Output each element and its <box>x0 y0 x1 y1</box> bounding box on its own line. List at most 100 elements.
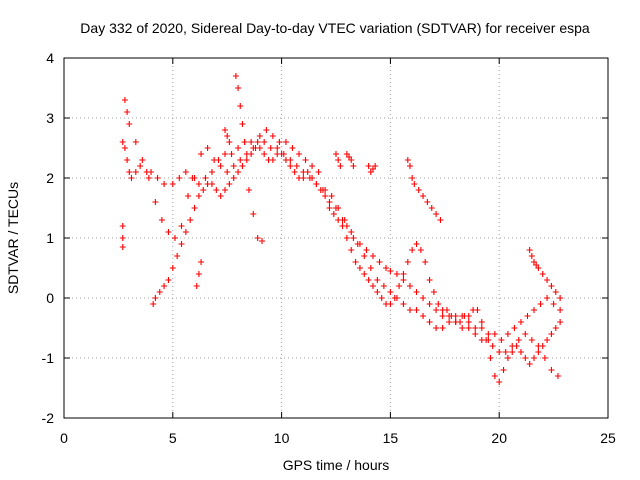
data-point <box>158 217 165 223</box>
data-point <box>154 175 161 181</box>
data-point <box>128 175 135 181</box>
data-point <box>393 271 400 277</box>
data-point <box>448 313 455 319</box>
data-point <box>282 139 289 145</box>
data-point <box>406 163 413 169</box>
data-point <box>278 151 285 157</box>
data-point <box>124 157 131 163</box>
data-point <box>531 307 538 313</box>
data-point <box>350 163 357 169</box>
data-point <box>237 103 244 109</box>
data-point <box>489 343 496 349</box>
data-point <box>195 271 202 277</box>
data-points <box>119 73 564 385</box>
data-point <box>226 139 233 145</box>
data-point <box>348 157 355 163</box>
data-point <box>554 373 561 379</box>
data-point <box>404 157 411 163</box>
data-point <box>539 343 546 349</box>
data-point <box>356 265 363 271</box>
data-point <box>224 169 231 175</box>
data-point <box>446 319 453 325</box>
data-point <box>544 337 551 343</box>
data-point <box>400 277 407 283</box>
data-point <box>335 157 342 163</box>
data-point <box>195 181 202 187</box>
data-point <box>387 268 394 274</box>
data-point <box>433 307 440 313</box>
data-point <box>198 151 205 157</box>
data-point <box>348 229 355 235</box>
data-point <box>326 199 333 205</box>
data-point <box>126 169 133 175</box>
data-point <box>200 187 207 193</box>
data-point <box>263 127 270 133</box>
data-point <box>459 325 466 331</box>
data-point <box>491 331 498 337</box>
data-point <box>537 301 544 307</box>
data-point <box>439 325 446 331</box>
data-point <box>217 193 224 199</box>
data-point <box>211 157 218 163</box>
data-point <box>191 175 198 181</box>
data-point <box>213 187 220 193</box>
data-point <box>254 235 261 241</box>
data-point <box>424 199 431 205</box>
data-point <box>139 157 146 163</box>
data-point <box>178 241 185 247</box>
data-point <box>187 217 194 223</box>
data-point <box>367 265 374 271</box>
data-point <box>204 145 211 151</box>
series-track-b <box>121 97 564 343</box>
data-point <box>552 325 559 331</box>
data-point <box>528 337 535 343</box>
data-point <box>557 319 564 325</box>
data-point <box>222 127 229 133</box>
data-point <box>504 355 511 361</box>
data-point <box>420 193 427 199</box>
data-point <box>248 139 255 145</box>
data-point <box>422 259 429 265</box>
data-point <box>535 265 542 271</box>
data-point <box>276 139 283 145</box>
data-point <box>169 181 176 187</box>
y-tick-label: 4 <box>46 50 54 66</box>
data-point <box>165 229 172 235</box>
data-point <box>198 259 205 265</box>
data-point <box>152 199 159 205</box>
data-point <box>363 247 370 253</box>
grid <box>64 58 608 418</box>
data-point <box>417 247 424 253</box>
data-point <box>337 163 344 169</box>
data-point <box>309 163 316 169</box>
data-point <box>330 211 337 217</box>
data-point <box>526 247 533 253</box>
data-point <box>289 145 296 151</box>
data-point <box>374 277 381 283</box>
data-point <box>254 139 261 145</box>
data-point <box>322 193 329 199</box>
data-point <box>137 163 144 169</box>
x-tick-label: 10 <box>274 430 290 446</box>
data-point <box>413 241 420 247</box>
data-point <box>552 289 559 295</box>
data-point <box>119 244 126 250</box>
data-point <box>478 325 485 331</box>
x-tick-label: 20 <box>491 430 507 446</box>
data-point <box>522 355 529 361</box>
data-point <box>485 331 492 337</box>
data-point <box>235 169 242 175</box>
data-point <box>406 307 413 313</box>
data-point <box>511 325 518 331</box>
data-point <box>465 325 472 331</box>
data-point <box>256 133 263 139</box>
data-point <box>498 337 505 343</box>
data-point <box>426 319 433 325</box>
data-point <box>208 169 215 175</box>
data-point <box>228 151 235 157</box>
data-point <box>182 229 189 235</box>
data-point <box>544 295 551 301</box>
data-point <box>426 277 433 283</box>
data-point <box>502 349 509 355</box>
data-point <box>550 301 557 307</box>
